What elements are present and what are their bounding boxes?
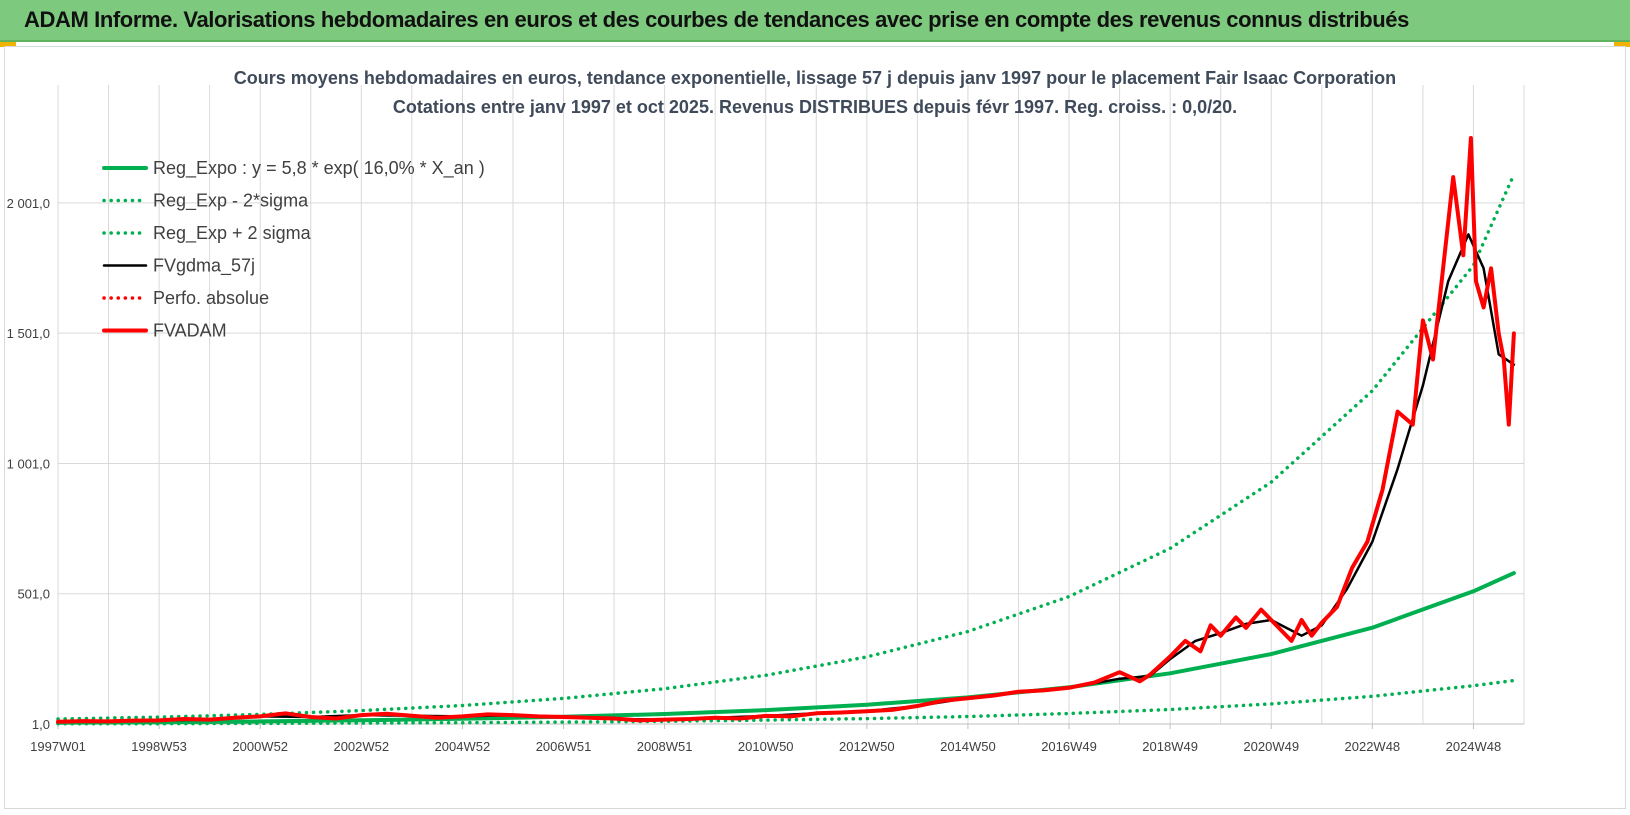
y-tick-label: 501,0 <box>17 587 50 602</box>
legend: Reg_Expo : y = 5,8 * exp( 16,0% * X_an )… <box>102 158 485 341</box>
x-tick-label: 1998W53 <box>131 739 187 754</box>
report-title: ADAM Informe. Valorisations hebdomadaire… <box>24 7 1409 32</box>
series-line-1 <box>56 571 1516 725</box>
series-lines <box>56 136 1516 726</box>
y-tick-label: 1 501,0 <box>7 326 50 341</box>
banner-corner-right <box>1614 42 1630 47</box>
legend-label-4: FVgdma_57j <box>153 256 255 277</box>
x-tick-label: 1997W01 <box>30 739 86 754</box>
legend-label-1: Reg_Expo : y = 5,8 * exp( 16,0% * X_an ) <box>153 158 485 179</box>
x-tick-label: 2004W52 <box>435 739 491 754</box>
x-tick-label: 2006W51 <box>536 739 592 754</box>
x-tick-label: 2002W52 <box>333 739 389 754</box>
chart-subtitle: Cotations entre janv 1997 et oct 2025. R… <box>393 97 1237 117</box>
grid <box>57 85 1525 725</box>
y-tick-label: 2 001,0 <box>7 196 50 211</box>
x-tick-label: 2020W49 <box>1243 739 1299 754</box>
x-tick-label: 2008W51 <box>637 739 693 754</box>
report-banner: ADAM Informe. Valorisations hebdomadaire… <box>0 0 1630 42</box>
y-tick-label: 1 001,0 <box>7 456 50 471</box>
axes: 1,0 501,0 1 001,0 1 501,0 2 001,0 1997W01 1998… <box>7 196 1524 754</box>
x-tick-label: 2016W49 <box>1041 739 1097 754</box>
x-tick-label: 2014W50 <box>940 739 996 754</box>
legend-label-3: Reg_Exp + 2 sigma <box>153 223 312 244</box>
x-tick-label: 2000W52 <box>232 739 288 754</box>
x-tick-label: 2010W50 <box>738 739 794 754</box>
legend-label-2: Reg_Exp - 2*sigma <box>153 191 309 212</box>
legend-label-5: Perfo. absolue <box>153 288 269 308</box>
banner-corner-left <box>0 42 16 47</box>
y-tick-label: 1,0 <box>32 717 50 732</box>
series-line-2 <box>56 678 1516 726</box>
x-tick-label: 2022W48 <box>1345 739 1401 754</box>
x-tick-label: 2024W48 <box>1446 739 1502 754</box>
legend-label-6: FVADAM <box>153 321 227 341</box>
x-tick-label: 2012W50 <box>839 739 895 754</box>
series-line-3 <box>56 172 1516 721</box>
x-tick-label: 2018W49 <box>1142 739 1198 754</box>
chart-title: Cours moyens hebdomadaires en euros, ten… <box>234 68 1396 88</box>
chart-area <box>4 46 1626 809</box>
series-line-6 <box>56 136 1516 724</box>
